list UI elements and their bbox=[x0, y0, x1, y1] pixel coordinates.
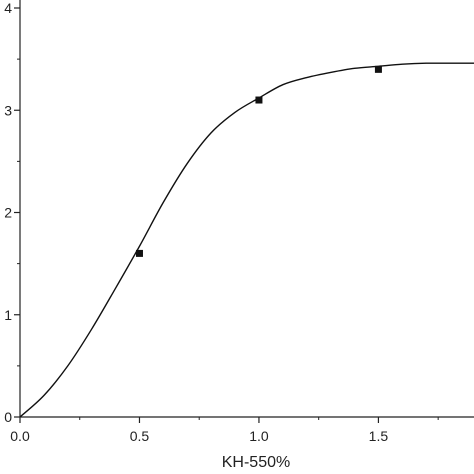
y-tick-label: 0 bbox=[4, 409, 12, 425]
y-tick-label: 3 bbox=[4, 102, 12, 118]
x-axis-label: KH-550% bbox=[222, 454, 290, 471]
y-tick-label: 1 bbox=[4, 307, 12, 323]
y-tick-label: 4 bbox=[4, 0, 12, 16]
fit-line-layer bbox=[19, 62, 474, 418]
data-point bbox=[255, 96, 263, 104]
data-point bbox=[135, 249, 143, 257]
data-markers bbox=[135, 65, 382, 257]
fit-curve bbox=[19, 62, 474, 418]
axes bbox=[19, 0, 474, 418]
x-tick-label: 0.5 bbox=[130, 428, 150, 444]
x-tick-label: 0.0 bbox=[10, 428, 30, 444]
x-tick-label: 1.5 bbox=[369, 428, 389, 444]
x-tick-label: 1.0 bbox=[249, 428, 269, 444]
data-point bbox=[374, 65, 382, 73]
x-axis-ticks: 0.0 0.5 1.0 1.5 bbox=[10, 417, 439, 444]
y-tick-label: 2 bbox=[4, 205, 12, 221]
y-axis-ticks: 0 1 2 3 4 bbox=[4, 0, 20, 425]
